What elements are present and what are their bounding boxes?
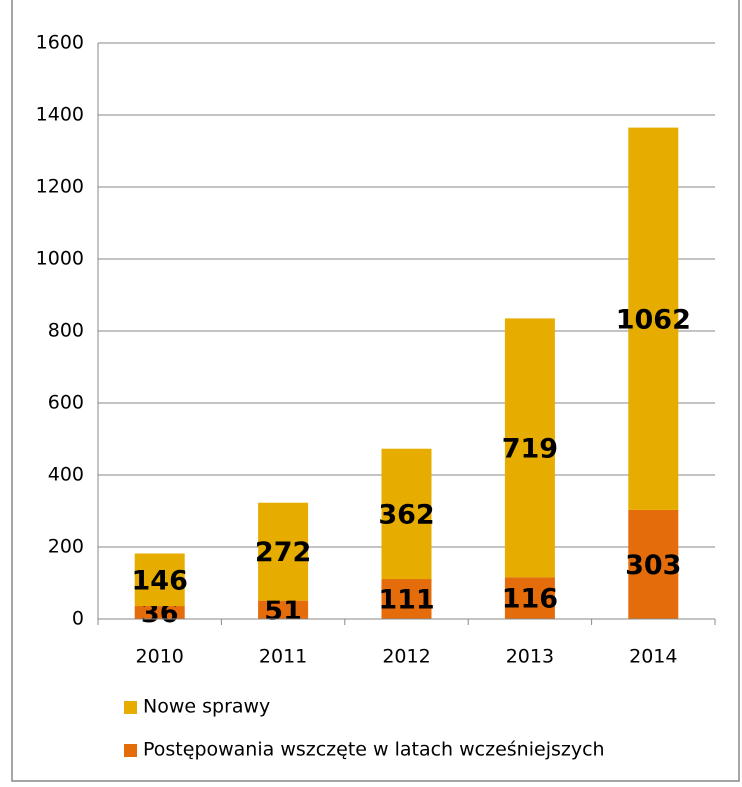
y-tick-label: 1400: [36, 104, 84, 126]
y-tick-label: 800: [48, 320, 84, 342]
y-tick-label: 600: [48, 392, 84, 414]
bar-segment: [134, 553, 185, 607]
x-tick-label: 2014: [629, 646, 677, 668]
x-tick-label: 2011: [259, 646, 307, 668]
value-label: 272: [255, 537, 311, 568]
value-label: 719: [502, 433, 558, 464]
value-label: 362: [378, 499, 434, 530]
value-label: 303: [625, 550, 681, 581]
bar-segment: [258, 502, 309, 601]
legend-swatch: [124, 701, 137, 714]
y-tick-label: 1000: [36, 248, 84, 270]
legend-label: Nowe sprawy: [143, 696, 270, 718]
y-tick-label: 400: [48, 464, 84, 486]
chart-frame: [11, 0, 740, 782]
bar-segment: [134, 606, 185, 619]
bar-segment: [628, 127, 679, 510]
bar-segment: [504, 577, 555, 619]
value-label: 111: [378, 585, 434, 616]
bar-segment: [628, 509, 679, 619]
bar-segment: [381, 448, 432, 580]
y-tick-label: 1200: [36, 176, 84, 198]
value-label: 146: [132, 565, 188, 596]
x-tick-label: 2010: [136, 646, 184, 668]
y-tick-label: 1600: [36, 32, 84, 54]
legend-swatch: [124, 744, 137, 757]
value-label: 116: [502, 584, 558, 615]
value-label: 1062: [616, 304, 691, 335]
bar-segment: [381, 579, 432, 619]
y-tick-label: 0: [72, 608, 84, 630]
bar-segment: [258, 600, 309, 619]
legend-label: Postępowania wszczęte w latach wcześniej…: [143, 739, 605, 761]
x-tick-label: 2012: [382, 646, 430, 668]
x-tick-label: 2013: [506, 646, 554, 668]
y-tick-label: 200: [48, 536, 84, 558]
bar-segment: [504, 318, 555, 578]
